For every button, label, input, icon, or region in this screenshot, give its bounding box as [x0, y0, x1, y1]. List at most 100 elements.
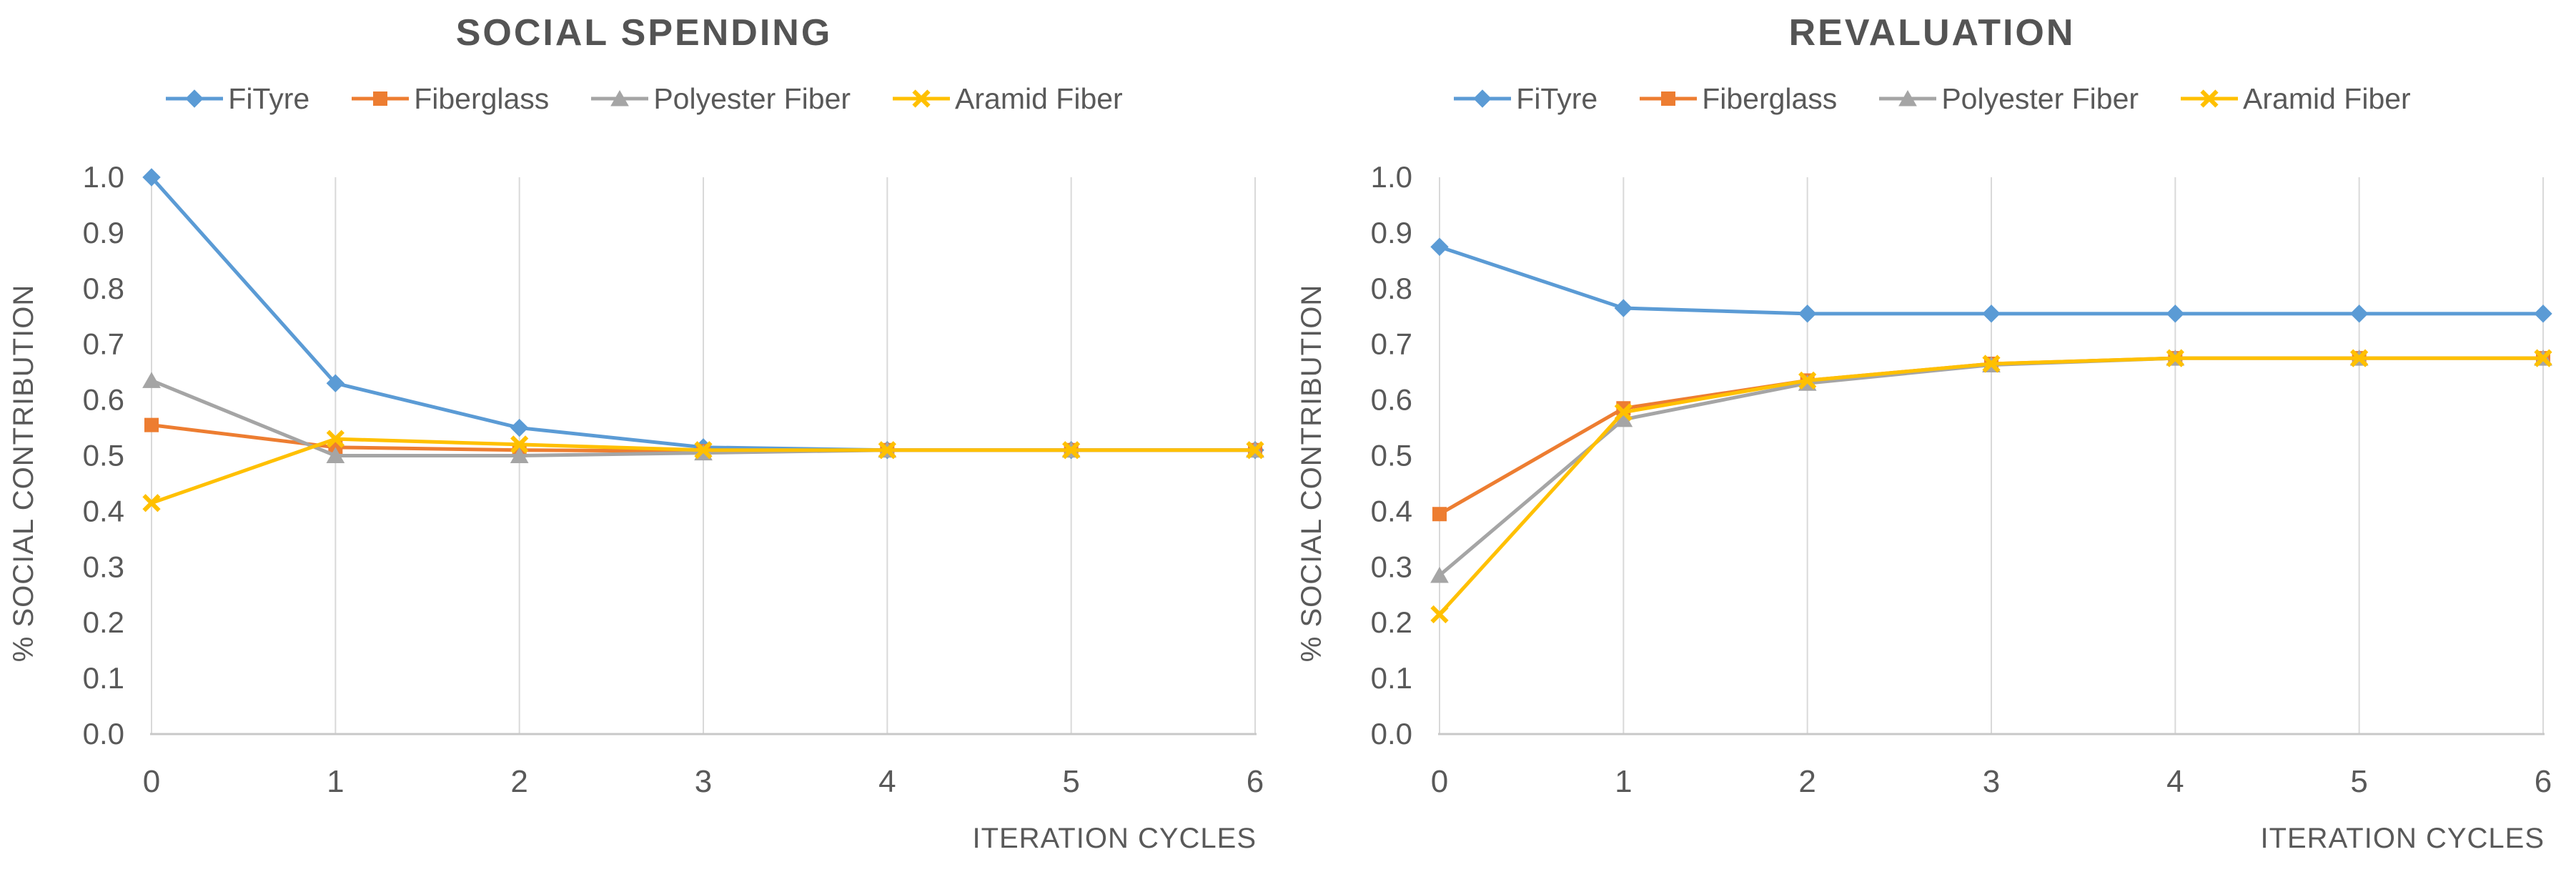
data-point-fiberglass-x0: [144, 417, 159, 432]
x-tick-label: 0: [1431, 764, 1448, 799]
line-triangle-marker-icon: [1879, 89, 1937, 106]
chart-title: SOCIAL SPENDING: [455, 12, 833, 54]
legend-item-label: Polyester Fiber: [1941, 81, 2139, 115]
legend-item-fityre: FiTyre: [165, 82, 309, 116]
y-tick-label: 1.0: [1371, 160, 1412, 194]
legend-item-polyester-fiber: Polyester Fiber: [1878, 82, 2139, 116]
chart-revaluation: REVALUATION FiTyre Fiberglass Polyester …: [1288, 0, 2576, 872]
y-tick-label: 0.5: [83, 439, 124, 472]
legend-item-label: Fiberglass: [1702, 81, 1838, 115]
y-tick-label: 0.9: [83, 216, 124, 249]
plot-area: 0.0 0.1 0.2 0.3 0.4 0.5 0.6 0.7 0.8 0.9 1.0 0 1 2 3 4 5 6…: [1296, 160, 2552, 854]
line-triangle-marker-icon: [591, 89, 649, 106]
x-tick-label: 3: [1983, 764, 2000, 799]
data-point-aramid-fiber-x5: [1062, 441, 1081, 460]
data-point-fityre-x1: [326, 374, 345, 392]
y-axis-title: % SOCIAL CONTRIBUTION: [8, 284, 39, 662]
legend-item-aramid-fiber: Aramid Fiber: [2180, 82, 2411, 116]
legend: FiTyre Fiberglass Polyester Fiber Aramid…: [0, 79, 1288, 119]
data-point-polyester-fiber-x0: [1430, 566, 1449, 583]
legend-item-fiberglass: Fiberglass: [351, 82, 549, 116]
data-point-aramid-fiber-x5: [2350, 349, 2369, 367]
line-diamond-marker-icon: [166, 89, 224, 108]
y-tick-label: 0.0: [83, 717, 124, 750]
x-tick-label: 4: [878, 764, 896, 799]
data-point-fityre-x4: [2166, 304, 2185, 323]
y-tick-label: 0.3: [1371, 550, 1412, 583]
legend-item-fiberglass: Fiberglass: [1639, 82, 1837, 116]
data-point-polyester-fiber-x0: [142, 372, 161, 388]
legend-item-label: Aramid Fiber: [2243, 81, 2411, 115]
legend-item-aramid-fiber: Aramid Fiber: [892, 82, 1123, 116]
legend: FiTyre Fiberglass Polyester Fiber Aramid…: [1288, 79, 2576, 119]
y-tick-label: 0.1: [1371, 661, 1412, 695]
y-tick-label: 0.7: [83, 327, 124, 361]
x-tick-label: 6: [1247, 764, 1264, 799]
x-tick-label: 0: [143, 764, 160, 799]
x-tick-label: 1: [1615, 764, 1632, 799]
data-point-fityre-x1: [1614, 299, 1633, 317]
y-axis-title: % SOCIAL CONTRIBUTION: [1296, 284, 1327, 662]
y-tick-label: 0.2: [83, 605, 124, 639]
data-point-aramid-fiber-x0: [142, 494, 161, 512]
y-tick-label: 0.3: [83, 550, 124, 583]
y-tick-label: 0.5: [1371, 439, 1412, 472]
y-tick-label: 0.6: [83, 383, 124, 417]
y-tick-label: 0.1: [83, 661, 124, 695]
data-point-aramid-fiber-x3: [1982, 355, 2001, 373]
y-tick-label: 0.2: [1371, 605, 1412, 639]
x-tick-label: 3: [695, 764, 712, 799]
legend-item-fityre: FiTyre: [1453, 82, 1597, 116]
y-tick-label: 0.8: [1371, 272, 1412, 305]
data-point-aramid-fiber-x4: [2166, 349, 2184, 367]
x-tick-label: 5: [1062, 764, 1079, 799]
data-point-aramid-fiber-x2: [510, 435, 529, 454]
x-tick-label: 4: [2166, 764, 2184, 799]
data-point-fityre-x6: [2534, 304, 2552, 323]
data-point-aramid-fiber-x3: [694, 441, 713, 460]
x-tick-label: 2: [1798, 764, 1815, 799]
legend-item-label: Fiberglass: [414, 81, 550, 115]
x-axis-title: ITERATION CYCLES: [2260, 823, 2545, 854]
data-point-polyester-fiber-x1: [326, 447, 345, 463]
legend-item-label: FiTyre: [228, 81, 310, 115]
data-point-fityre-x2: [1798, 304, 1817, 323]
x-tick-label: 2: [510, 764, 527, 799]
chart-social-spending: SOCIAL SPENDING FiTyre Fiberglass Polyes…: [0, 12, 1288, 854]
data-point-fityre-x0: [142, 168, 161, 187]
y-tick-label: 0.0: [1371, 717, 1412, 750]
data-point-aramid-fiber-x1: [326, 430, 345, 448]
data-point-aramid-fiber-x6: [2534, 349, 2552, 367]
legend-item-polyester-fiber: Polyester Fiber: [590, 82, 851, 116]
y-tick-label: 0.7: [1371, 327, 1412, 361]
y-tick-label: 0.4: [83, 494, 124, 527]
x-tick-label: 1: [327, 764, 344, 799]
x-tick-label: 5: [2350, 764, 2367, 799]
y-tick-label: 0.8: [83, 272, 124, 305]
data-point-fityre-x0: [1430, 237, 1449, 257]
plot-area: 0.0 0.1 0.2 0.3 0.4 0.5 0.6 0.7 0.8 0.9 1.0 0 1 2 3 4 5 6…: [8, 160, 1264, 854]
line-square-marker-icon: [352, 91, 410, 106]
legend-item-label: FiTyre: [1516, 81, 1598, 115]
line-square-marker-icon: [1640, 91, 1698, 106]
legend-item-label: Aramid Fiber: [955, 81, 1123, 115]
data-point-fityre-x5: [2349, 304, 2369, 323]
x-tick-label: 6: [2535, 764, 2552, 799]
legend-item-label: Polyester Fiber: [653, 81, 851, 115]
data-point-aramid-fiber-x1: [1614, 403, 1633, 422]
data-point-fityre-x3: [1982, 304, 2001, 323]
y-tick-label: 0.9: [1371, 216, 1412, 249]
line-x-marker-icon: [893, 89, 951, 108]
y-tick-label: 0.6: [1371, 383, 1412, 417]
data-point-aramid-fiber-x2: [1798, 371, 1817, 390]
data-point-polyester-fiber-x2: [510, 447, 529, 463]
y-tick-label: 0.4: [1371, 494, 1412, 527]
data-point-fityre-x2: [510, 418, 529, 437]
line-x-marker-icon: [2181, 89, 2239, 108]
data-point-aramid-fiber-x0: [1430, 605, 1449, 624]
line-diamond-marker-icon: [1454, 89, 1512, 108]
data-point-aramid-fiber-x6: [1246, 441, 1264, 460]
y-tick-label: 1.0: [83, 160, 124, 194]
data-point-fiberglass-x0: [1432, 507, 1447, 522]
